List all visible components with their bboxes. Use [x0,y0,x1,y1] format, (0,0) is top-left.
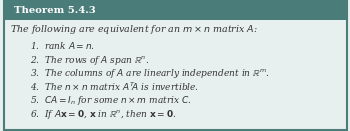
Text: 1.  rank $A = n$.: 1. rank $A = n$. [30,40,95,51]
Bar [4,1,346,20]
Text: The following are equivalent for an $m \times n$ matrix $A$:: The following are equivalent for an $m \… [10,23,258,36]
Text: 3.  The columns of $A$ are linearly independent in $\mathbb{R}^m$.: 3. The columns of $A$ are linearly indep… [30,67,270,80]
Text: Theorem 5.4.3: Theorem 5.4.3 [14,6,96,15]
Text: 4.  The $n \times n$ matrix $A^T\!A$ is invertible.: 4. The $n \times n$ matrix $A^T\!A$ is i… [30,81,199,93]
Text: 5.  $CA = I_n$ for some $n \times m$ matrix $C$.: 5. $CA = I_n$ for some $n \times m$ matr… [30,94,191,107]
Text: 6.  If $A\mathbf{x} = \mathbf{0}$, $\mathbf{x}$ in $\mathbb{R}^n$, then $\mathbf: 6. If $A\mathbf{x} = \mathbf{0}$, $\math… [30,108,176,121]
Text: 2.  The rows of $A$ span $\mathbb{R}^n$.: 2. The rows of $A$ span $\mathbb{R}^n$. [30,54,149,67]
